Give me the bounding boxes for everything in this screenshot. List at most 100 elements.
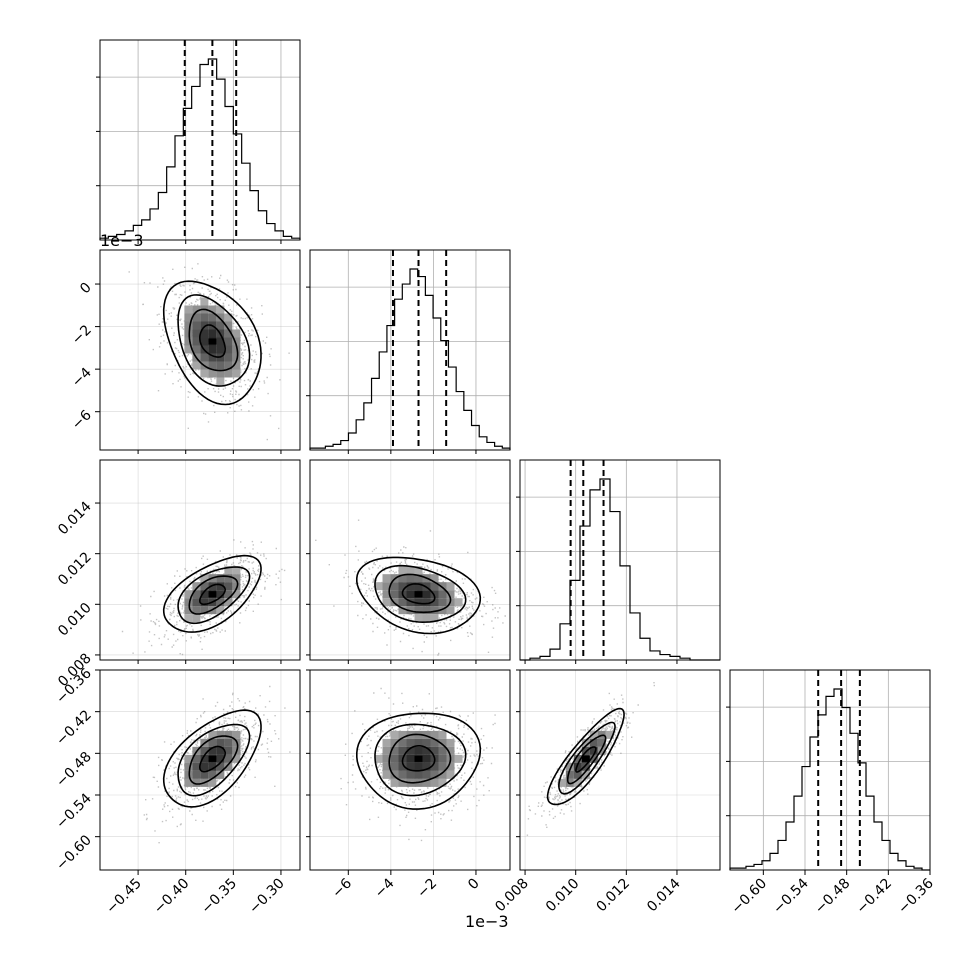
density-cell [557, 778, 566, 787]
density-cell [589, 746, 598, 755]
density-cell [208, 730, 217, 739]
density-cell [438, 738, 447, 747]
density-cell [184, 614, 193, 623]
density-cell [422, 746, 431, 755]
density-cell [192, 770, 201, 779]
histograms [99, 58, 930, 871]
density-cell [581, 770, 590, 779]
density-cell [232, 590, 241, 599]
density-cell [184, 598, 193, 607]
density-cell [382, 754, 391, 763]
x-tick-label: −0.45 [103, 876, 145, 918]
density-cell [454, 598, 463, 607]
density-cell [406, 738, 415, 747]
panel-frames [99, 39, 931, 871]
density-cell [390, 762, 399, 771]
density-cell [398, 606, 407, 615]
density-cell [232, 574, 241, 583]
density-cell [192, 345, 201, 354]
density-cell [438, 582, 447, 591]
density-cell [382, 746, 391, 755]
panel-frame [729, 669, 931, 871]
density-cell [208, 345, 217, 354]
density-cell [224, 730, 233, 739]
density-peak [581, 755, 590, 762]
density-cell [438, 598, 447, 607]
contour-outer [162, 554, 262, 633]
density-cell [414, 762, 423, 771]
density-cell [573, 778, 582, 787]
density-cell [422, 754, 431, 763]
density-cell [382, 574, 391, 583]
density-cell [398, 566, 407, 575]
density-cell [184, 762, 193, 771]
density-cell [232, 345, 241, 354]
density-cell [406, 754, 415, 763]
x-tick-label: −0.35 [199, 876, 241, 918]
density-cell [200, 754, 209, 763]
density-cell [224, 353, 233, 362]
bottom-offset-label: 1e−3 [465, 912, 509, 931]
density-cell [208, 738, 217, 747]
density-cell [192, 754, 201, 763]
density-cell [414, 770, 423, 779]
density-cell [414, 582, 423, 591]
density-cell [422, 598, 431, 607]
density-cell [224, 762, 233, 771]
density-cell [192, 598, 201, 607]
density-cell [216, 574, 225, 583]
panel-frame [99, 459, 301, 661]
density-cell [422, 614, 431, 623]
x-tick-label: 0.014 [644, 875, 684, 915]
density-cell [216, 746, 225, 755]
density-cell [184, 590, 193, 599]
density-cell [374, 582, 383, 591]
density-cell [224, 574, 233, 583]
contour-outer [356, 556, 482, 635]
x-tick-label: −6 [329, 875, 355, 901]
density-cell [398, 598, 407, 607]
density-cell [398, 778, 407, 787]
density-cell [390, 730, 399, 739]
density-cell [232, 566, 241, 575]
density-cell [184, 770, 193, 779]
density-cell [581, 738, 590, 747]
panel-background [520, 670, 720, 870]
density-cell [390, 590, 399, 599]
density-cell [200, 770, 209, 779]
y-tick-label: −0.42 [53, 707, 95, 749]
panel-frame [99, 39, 301, 241]
density-cell [573, 770, 582, 779]
density-cell [573, 754, 582, 763]
contour-line [188, 308, 239, 372]
density-cell [414, 598, 423, 607]
contour-line [566, 734, 607, 785]
density-cell [208, 305, 217, 314]
density-cell [565, 770, 574, 779]
density-cell [224, 329, 233, 338]
density-cell [422, 590, 431, 599]
density-cell [216, 590, 225, 599]
y-tick-label: −0.54 [53, 790, 95, 832]
density-cell [406, 574, 415, 583]
density-cell [430, 590, 439, 599]
contour-line [401, 745, 436, 772]
density-cell [430, 778, 439, 787]
density-cell [232, 361, 241, 370]
contour-line [188, 575, 239, 615]
density-cell [184, 754, 193, 763]
contour-line [388, 573, 452, 614]
density-peak [208, 338, 217, 345]
density-cell [216, 582, 225, 591]
density-cell [438, 762, 447, 771]
x-tick-label: −4 [372, 875, 398, 901]
y-tick-label: 0.012 [55, 549, 95, 589]
contour-outer [356, 712, 482, 810]
density-cell [224, 369, 233, 378]
density-cell [216, 606, 225, 615]
contour-line [401, 583, 436, 605]
y-tick-label: 0.010 [55, 600, 95, 640]
density-cell [422, 606, 431, 615]
density-cell [200, 590, 209, 599]
density-cell [414, 614, 423, 623]
